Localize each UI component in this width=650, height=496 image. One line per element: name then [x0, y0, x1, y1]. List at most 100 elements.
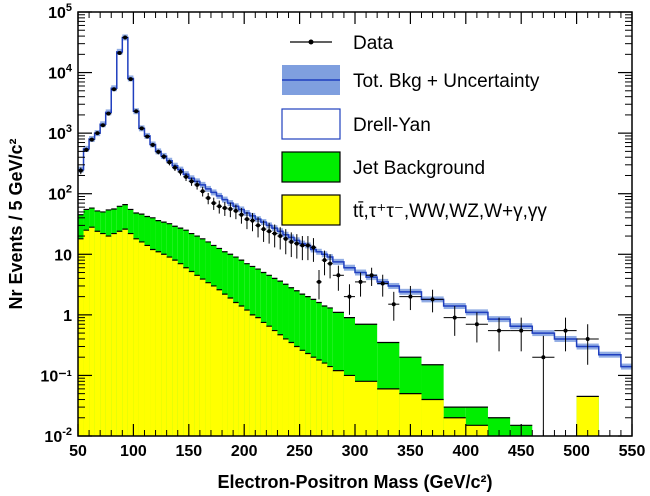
stacked-fills	[78, 204, 599, 436]
x-tick-label-10: 550	[619, 443, 646, 460]
other-bin-28	[233, 302, 239, 436]
other-bin-13	[150, 249, 156, 436]
data-point-52	[408, 294, 413, 299]
data-point-28	[233, 208, 238, 213]
data-point-33	[261, 227, 266, 232]
data-point-59	[563, 328, 568, 333]
data-point-5	[106, 111, 111, 116]
other-bin-14	[155, 251, 162, 436]
other-bin-30	[244, 310, 250, 436]
x-tick-label-4: 250	[286, 443, 313, 460]
data-point-37	[283, 236, 288, 241]
other-bin-19	[183, 267, 189, 436]
data-point-27	[228, 206, 233, 211]
data-point-15	[161, 154, 166, 159]
data-point-54	[452, 315, 457, 320]
data-point-57	[519, 328, 524, 333]
data-point-32	[256, 223, 261, 228]
other-bin-34	[266, 326, 272, 436]
other-bin-4	[100, 233, 106, 436]
other-bin-16	[166, 257, 173, 436]
other-bin-22	[199, 279, 206, 436]
other-bin-17	[172, 260, 178, 436]
other-bin-40	[299, 350, 306, 436]
x-tick-label-7: 400	[452, 443, 479, 460]
x-tick-label-9: 500	[563, 443, 590, 460]
other-bin-7	[116, 231, 123, 436]
other-bin-52	[443, 417, 466, 436]
data-point-25	[217, 204, 222, 209]
data-points	[78, 35, 599, 436]
data-point-26	[222, 206, 227, 211]
data-point-24	[211, 201, 216, 206]
data-point-7	[117, 51, 122, 56]
other-bin-0	[78, 238, 84, 436]
jet-bin-54	[487, 417, 511, 436]
other-bin-21	[194, 275, 200, 436]
y-tick-label-0: 10-2	[44, 426, 72, 446]
data-point-51	[391, 302, 396, 307]
data-point-13	[150, 142, 155, 147]
y-tick-label-3: 10	[54, 247, 72, 264]
other-bin-49	[377, 388, 400, 436]
other-bin-50	[399, 393, 422, 436]
other-bin-18	[177, 263, 184, 436]
other-bin-11	[138, 241, 145, 436]
other-bin-20	[188, 271, 195, 436]
data-point-16	[167, 160, 172, 165]
x-tick-label-8: 450	[508, 443, 535, 460]
jet-outline	[78, 204, 599, 426]
data-point-46	[336, 273, 341, 278]
data-point-3	[95, 131, 100, 136]
data-point-20	[189, 179, 194, 184]
other-bin-37	[282, 338, 289, 436]
legend-label-dy: Drell-Yan	[353, 115, 431, 136]
other-bin-26	[222, 294, 228, 436]
data-point-34	[267, 229, 272, 234]
other-bin-42	[310, 357, 317, 436]
data-point-50	[380, 281, 385, 286]
other-outline	[78, 226, 599, 426]
legend-jet-swatch	[281, 151, 341, 183]
other-bin-32	[255, 317, 261, 436]
x-tick-label-0: 50	[69, 443, 87, 460]
data-point-48	[358, 279, 363, 284]
data-point-21	[195, 182, 200, 187]
data-point-17	[172, 165, 177, 170]
data-point-2	[89, 137, 94, 142]
data-point-30	[244, 217, 249, 222]
legend-label-totbkg: Tot. Bkg + Uncertainty	[353, 71, 540, 92]
other-bin-51	[421, 399, 444, 436]
data-point-23	[206, 195, 211, 200]
data-point-6	[112, 87, 117, 92]
data-point-18	[178, 169, 183, 174]
other-bin-46	[332, 370, 344, 436]
other-bin-1	[83, 230, 90, 436]
data-point-41	[305, 243, 310, 248]
axes: 50 100 150 200 250 300 350 400 450 500 550 10-2 10⁻¹…	[40, 2, 645, 460]
other-bin-15	[161, 254, 167, 436]
data-point-40	[300, 243, 305, 248]
data-point-29	[239, 212, 244, 217]
other-bin-47	[343, 375, 355, 436]
x-tick-label-2: 150	[175, 443, 202, 460]
other-bin-12	[144, 245, 151, 436]
data-point-8	[123, 35, 128, 40]
data-point-55	[474, 322, 479, 327]
other-bin-38	[288, 342, 295, 436]
other-bin-44	[321, 363, 328, 436]
other-bin-48	[355, 381, 378, 436]
data-point-22	[200, 189, 205, 194]
other-bin-9	[127, 233, 134, 436]
data-point-1	[84, 147, 89, 152]
x-tick-label-1: 100	[120, 443, 147, 460]
other-bin-54	[576, 396, 599, 436]
data-point-58	[541, 355, 546, 360]
other-bin-43	[316, 359, 322, 436]
data-point-4	[100, 123, 105, 128]
x-tick-label-5: 300	[342, 443, 369, 460]
x-axis-title: Electron-Positron Mass (GeV/c²)	[217, 472, 492, 492]
data-point-19	[184, 174, 189, 179]
data-point-47	[347, 294, 352, 299]
other-bin-5	[105, 236, 112, 436]
